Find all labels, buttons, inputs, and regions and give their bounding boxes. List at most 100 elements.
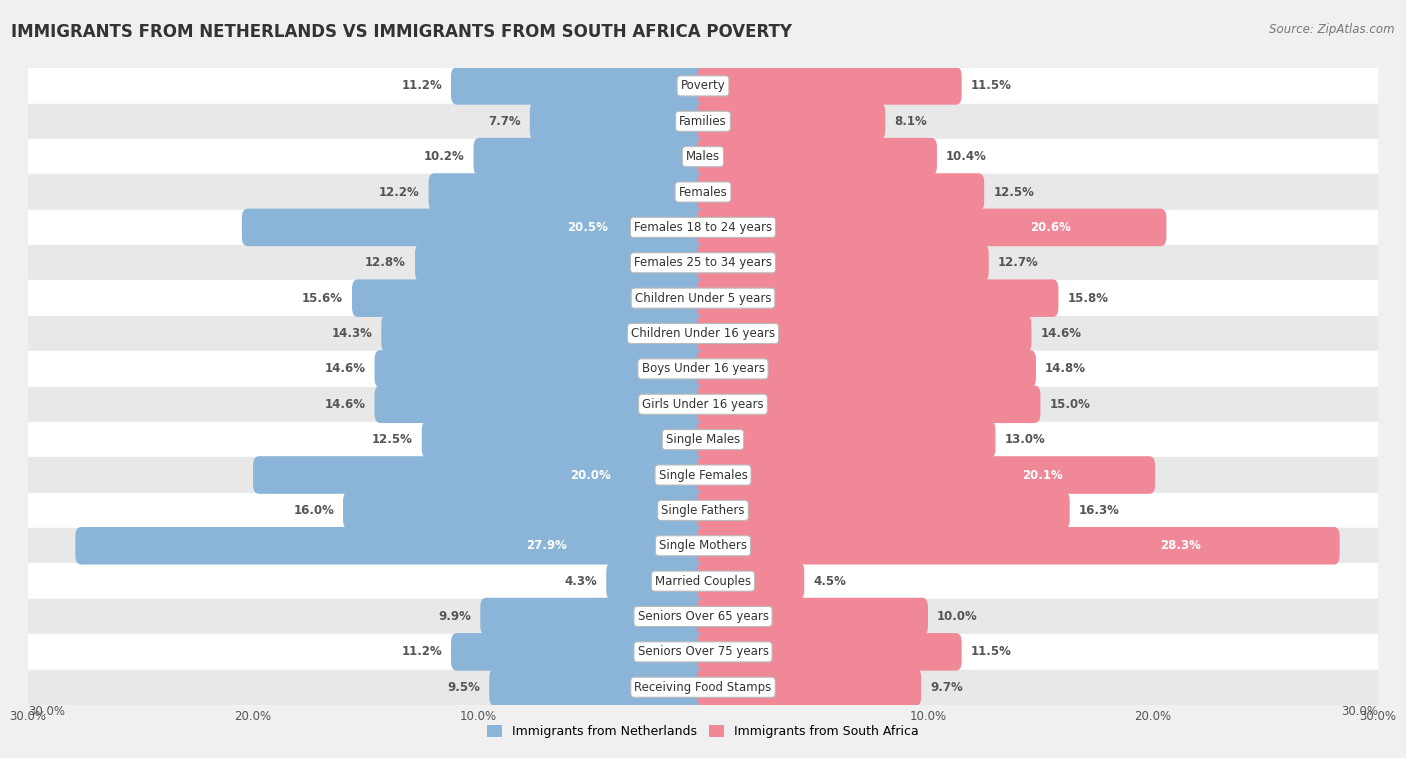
FancyBboxPatch shape xyxy=(606,562,709,600)
Bar xyxy=(28,563,1378,599)
Text: 16.0%: 16.0% xyxy=(294,504,335,517)
Text: 12.8%: 12.8% xyxy=(366,256,406,269)
Text: 20.0%: 20.0% xyxy=(571,468,610,481)
Text: 11.2%: 11.2% xyxy=(401,645,441,659)
Text: 10.4%: 10.4% xyxy=(946,150,987,163)
FancyBboxPatch shape xyxy=(697,174,984,211)
FancyBboxPatch shape xyxy=(422,421,709,459)
Text: 20.6%: 20.6% xyxy=(1031,221,1071,234)
Text: 11.2%: 11.2% xyxy=(401,80,441,92)
Text: Single Males: Single Males xyxy=(666,433,740,446)
FancyBboxPatch shape xyxy=(697,562,804,600)
FancyBboxPatch shape xyxy=(451,67,709,105)
Text: 28.3%: 28.3% xyxy=(1160,539,1201,553)
FancyBboxPatch shape xyxy=(429,174,709,211)
FancyBboxPatch shape xyxy=(451,633,709,671)
FancyBboxPatch shape xyxy=(697,315,1032,352)
Text: 20.5%: 20.5% xyxy=(567,221,609,234)
Bar xyxy=(28,210,1378,245)
Text: Married Couples: Married Couples xyxy=(655,575,751,587)
Bar xyxy=(28,280,1378,316)
Text: Poverty: Poverty xyxy=(681,80,725,92)
Text: Children Under 16 years: Children Under 16 years xyxy=(631,327,775,340)
FancyBboxPatch shape xyxy=(697,386,1040,423)
FancyBboxPatch shape xyxy=(374,386,709,423)
Text: 15.0%: 15.0% xyxy=(1049,398,1090,411)
Text: 14.8%: 14.8% xyxy=(1045,362,1085,375)
Text: Females 25 to 34 years: Females 25 to 34 years xyxy=(634,256,772,269)
Bar xyxy=(28,351,1378,387)
Bar xyxy=(28,457,1378,493)
Text: 14.6%: 14.6% xyxy=(1040,327,1081,340)
Text: Seniors Over 65 years: Seniors Over 65 years xyxy=(637,610,769,623)
Bar xyxy=(28,493,1378,528)
Text: 13.0%: 13.0% xyxy=(1004,433,1045,446)
Text: Single Fathers: Single Fathers xyxy=(661,504,745,517)
FancyBboxPatch shape xyxy=(76,527,709,565)
Text: 9.5%: 9.5% xyxy=(447,681,481,694)
Text: 11.5%: 11.5% xyxy=(970,80,1011,92)
FancyBboxPatch shape xyxy=(697,280,1059,317)
FancyBboxPatch shape xyxy=(489,669,709,706)
FancyBboxPatch shape xyxy=(474,138,709,175)
FancyBboxPatch shape xyxy=(697,669,921,706)
Text: IMMIGRANTS FROM NETHERLANDS VS IMMIGRANTS FROM SOUTH AFRICA POVERTY: IMMIGRANTS FROM NETHERLANDS VS IMMIGRANT… xyxy=(11,23,792,41)
Text: Girls Under 16 years: Girls Under 16 years xyxy=(643,398,763,411)
Text: 7.7%: 7.7% xyxy=(488,114,520,128)
Bar xyxy=(28,316,1378,351)
Text: 4.5%: 4.5% xyxy=(813,575,846,587)
Bar xyxy=(28,245,1378,280)
Text: 30.0%: 30.0% xyxy=(1341,705,1378,718)
Text: 12.5%: 12.5% xyxy=(993,186,1033,199)
FancyBboxPatch shape xyxy=(415,244,709,281)
Text: Single Mothers: Single Mothers xyxy=(659,539,747,553)
Bar xyxy=(28,387,1378,422)
Bar xyxy=(28,634,1378,669)
Text: Seniors Over 75 years: Seniors Over 75 years xyxy=(637,645,769,659)
Text: Females 18 to 24 years: Females 18 to 24 years xyxy=(634,221,772,234)
Bar xyxy=(28,599,1378,634)
FancyBboxPatch shape xyxy=(343,492,709,529)
Text: 20.1%: 20.1% xyxy=(1022,468,1063,481)
Text: 11.5%: 11.5% xyxy=(970,645,1011,659)
Text: 9.9%: 9.9% xyxy=(439,610,471,623)
Text: 14.6%: 14.6% xyxy=(325,362,366,375)
FancyBboxPatch shape xyxy=(697,102,886,140)
Text: Receiving Food Stamps: Receiving Food Stamps xyxy=(634,681,772,694)
FancyBboxPatch shape xyxy=(381,315,709,352)
FancyBboxPatch shape xyxy=(697,67,962,105)
Text: 10.0%: 10.0% xyxy=(936,610,977,623)
Text: 30.0%: 30.0% xyxy=(28,705,65,718)
Bar xyxy=(28,669,1378,705)
Text: Families: Families xyxy=(679,114,727,128)
Bar xyxy=(28,68,1378,104)
FancyBboxPatch shape xyxy=(697,421,995,459)
FancyBboxPatch shape xyxy=(352,280,709,317)
Text: Children Under 5 years: Children Under 5 years xyxy=(634,292,772,305)
Text: Males: Males xyxy=(686,150,720,163)
Legend: Immigrants from Netherlands, Immigrants from South Africa: Immigrants from Netherlands, Immigrants … xyxy=(482,720,924,744)
Bar xyxy=(28,422,1378,457)
Text: 14.3%: 14.3% xyxy=(332,327,373,340)
Text: 16.3%: 16.3% xyxy=(1078,504,1119,517)
Text: 12.2%: 12.2% xyxy=(378,186,419,199)
FancyBboxPatch shape xyxy=(253,456,709,493)
Text: 8.1%: 8.1% xyxy=(894,114,927,128)
Bar xyxy=(28,104,1378,139)
Text: 4.3%: 4.3% xyxy=(565,575,598,587)
FancyBboxPatch shape xyxy=(697,350,1036,387)
FancyBboxPatch shape xyxy=(697,527,1340,565)
Text: Source: ZipAtlas.com: Source: ZipAtlas.com xyxy=(1270,23,1395,36)
FancyBboxPatch shape xyxy=(697,598,928,635)
Text: 9.7%: 9.7% xyxy=(931,681,963,694)
Text: 12.7%: 12.7% xyxy=(998,256,1039,269)
FancyBboxPatch shape xyxy=(242,208,709,246)
Text: 12.5%: 12.5% xyxy=(373,433,413,446)
Text: Boys Under 16 years: Boys Under 16 years xyxy=(641,362,765,375)
FancyBboxPatch shape xyxy=(697,633,962,671)
Text: Single Females: Single Females xyxy=(658,468,748,481)
Text: 15.6%: 15.6% xyxy=(302,292,343,305)
Text: 15.8%: 15.8% xyxy=(1067,292,1108,305)
Text: 10.2%: 10.2% xyxy=(423,150,464,163)
FancyBboxPatch shape xyxy=(697,456,1156,493)
